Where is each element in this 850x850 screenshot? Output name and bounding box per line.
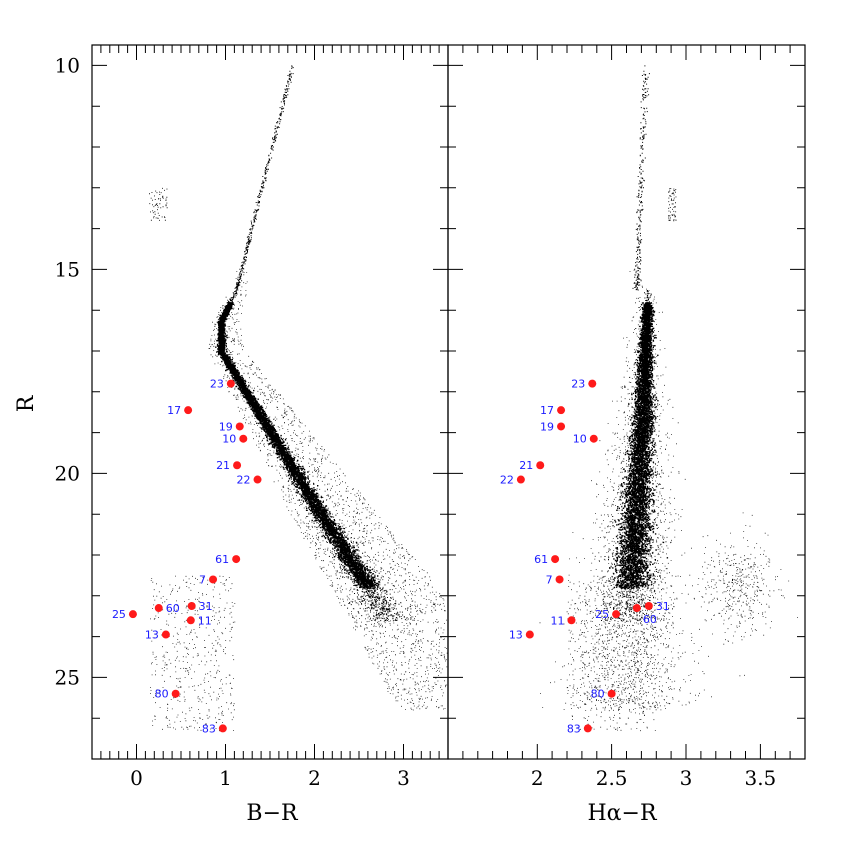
highlight-label-22: 22 — [500, 474, 514, 487]
highlight-point-83 — [583, 724, 592, 733]
highlight-point-13 — [161, 630, 170, 639]
highlight-point-31 — [187, 602, 196, 610]
x-tick-label: 2 — [531, 766, 544, 790]
highlight-label-60: 60 — [166, 602, 180, 615]
highlight-point-23 — [226, 379, 235, 388]
highlight-point-11 — [567, 616, 576, 625]
highlight-point-7 — [209, 575, 218, 584]
highlight-point-7 — [555, 575, 564, 584]
ticks-right — [447, 45, 806, 760]
highlight-label-80: 80 — [155, 688, 169, 701]
x-tick-label: 3 — [680, 766, 693, 790]
highlight-label-10: 10 — [222, 433, 236, 446]
highlight-point-19 — [557, 422, 566, 431]
highlight-label-31: 31 — [656, 600, 670, 613]
x-tick-label: 1 — [219, 766, 232, 790]
highlight-label-11: 11 — [198, 614, 212, 627]
highlight-label-83: 83 — [567, 722, 581, 735]
highlight-label-83: 83 — [202, 722, 216, 735]
highlight-label-23: 23 — [210, 378, 224, 391]
highlight-label-23: 23 — [571, 378, 585, 391]
highlight-point-10 — [589, 434, 598, 443]
y-axis-title: R — [14, 394, 39, 412]
highlight-label-22: 22 — [237, 474, 251, 487]
highlight-label-7: 7 — [199, 573, 206, 586]
star-cloud-right — [539, 65, 798, 732]
x-tick-label: 2 — [308, 766, 321, 790]
y-tick-label: 25 — [55, 665, 80, 689]
highlight-point-83 — [218, 724, 227, 733]
highlight-label-7: 7 — [546, 573, 553, 586]
y-tick-label: 20 — [55, 461, 80, 485]
highlight-point-17 — [557, 406, 566, 415]
highlight-point-22 — [516, 475, 525, 484]
highlight-point-22 — [253, 475, 262, 484]
highlight-label-19: 19 — [219, 420, 233, 433]
star-cloud-left — [149, 65, 448, 732]
highlight-point-80 — [171, 689, 180, 698]
highlight-point-61 — [232, 555, 241, 564]
x-tick-label: 3 — [397, 766, 410, 790]
highlight-label-13: 13 — [145, 629, 159, 642]
x-tick-label: 0 — [130, 766, 143, 790]
highlight-label-31: 31 — [199, 600, 213, 613]
x-axis-title-right: Hα−R — [587, 801, 657, 826]
highlight-point-17 — [184, 406, 193, 415]
highlight-point-61 — [551, 555, 560, 564]
highlight-label-61: 61 — [215, 553, 229, 566]
x-tick-label: 3.5 — [744, 766, 776, 790]
highlight-point-21 — [233, 461, 242, 470]
highlight-label-13: 13 — [509, 629, 523, 642]
highlight-point-60 — [632, 604, 641, 613]
highlight-label-10: 10 — [573, 433, 587, 446]
highlight-point-13 — [525, 630, 534, 639]
highlight-point-31 — [644, 602, 653, 610]
highlight-label-60: 60 — [643, 613, 657, 626]
highlight-label-21: 21 — [216, 459, 230, 472]
highlight-label-61: 61 — [534, 553, 548, 566]
highlight-label-25: 25 — [595, 608, 609, 621]
highlight-point-21 — [536, 461, 545, 470]
highlight-point-23 — [588, 379, 597, 388]
tick-marks — [447, 45, 806, 760]
frame-right — [447, 44, 806, 760]
highlight-label-17: 17 — [540, 404, 554, 417]
highlight-label-19: 19 — [540, 420, 554, 433]
highlight-point-11 — [186, 616, 195, 625]
star-cloud-points — [539, 65, 798, 732]
y-tick-label: 15 — [55, 257, 80, 281]
x-tick-label: 2.5 — [596, 766, 628, 790]
star-cloud-points — [149, 65, 448, 732]
highlight-label-11: 11 — [550, 614, 564, 627]
tick-labels-right: 2 2.5 3 3.5 — [531, 766, 776, 790]
x-axis-title-left: B−R — [246, 801, 299, 826]
highlight-point-10 — [239, 434, 248, 443]
highlight-label-25: 25 — [112, 608, 126, 621]
highlight-label-21: 21 — [519, 459, 533, 472]
highlight-label-80: 80 — [591, 688, 605, 701]
highlight-point-80 — [607, 689, 616, 698]
highlight-point-19 — [235, 422, 244, 431]
y-tick-label: 10 — [55, 53, 80, 77]
highlight-point-25 — [612, 610, 621, 619]
highlight-point-60 — [154, 604, 163, 613]
highlight-label-17: 17 — [167, 404, 181, 417]
highlight-point-25 — [128, 610, 137, 619]
